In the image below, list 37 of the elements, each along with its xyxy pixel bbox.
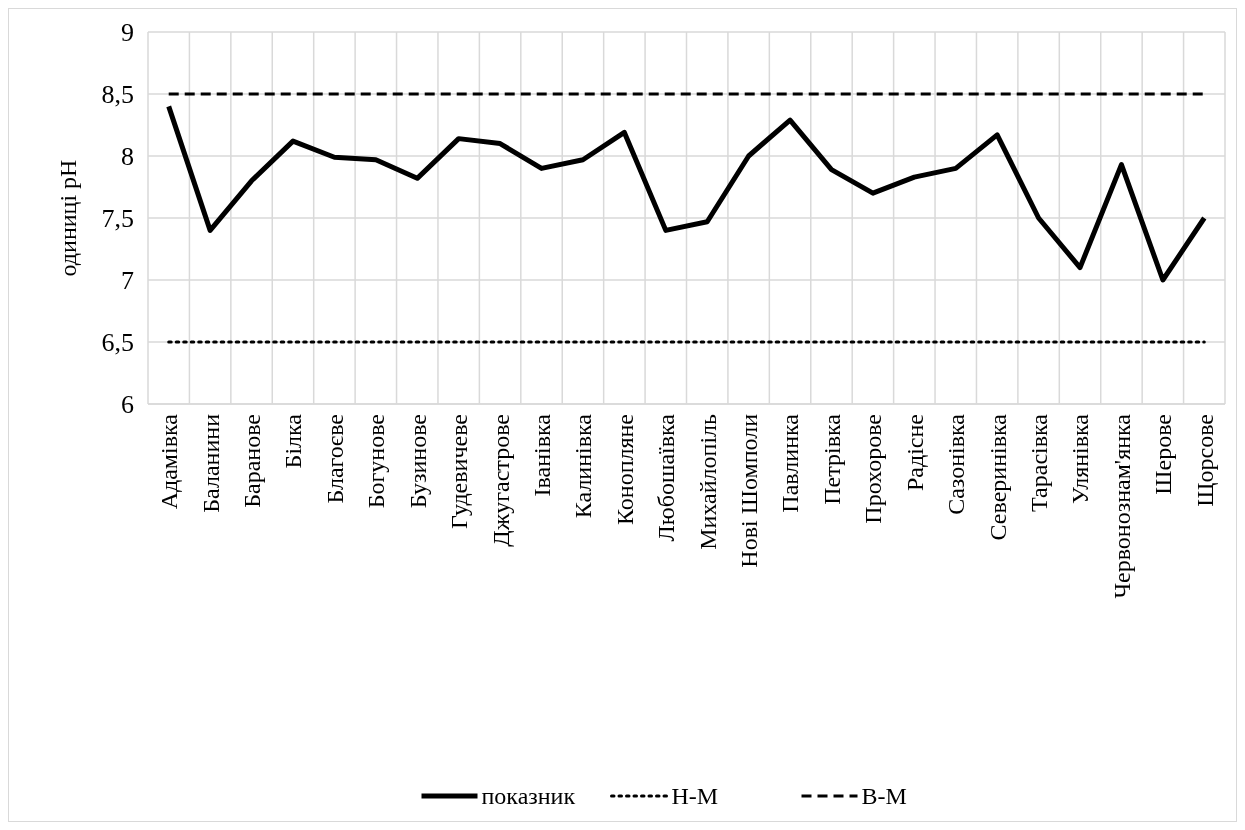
x-tick-label: Павлинка — [777, 413, 804, 513]
legend-label: показник — [481, 783, 576, 810]
x-tick-label: Адамівка — [156, 413, 183, 510]
x-tick-label: Коноплянe — [611, 414, 638, 526]
x-tick-label: Михайлопіль — [694, 413, 721, 550]
x-tick-label: Бузинове — [404, 414, 431, 509]
y-tick-label: 9 — [121, 18, 134, 48]
x-tick-label: Северинівка — [984, 413, 1011, 541]
y-axis-title: одиниці pH — [55, 159, 81, 277]
x-tick-label: Калинівка — [570, 413, 597, 519]
x-tick-label: Нові Шомполи — [736, 413, 763, 568]
x-tick-label: Радісне — [901, 414, 928, 492]
y-tick-label: 7,5 — [101, 204, 134, 234]
x-tick-label: Іванівка — [528, 413, 555, 497]
x-tick-label: Шерове — [1150, 414, 1177, 495]
x-tick-label: Богунове — [363, 414, 390, 509]
x-tick-label: Білка — [280, 413, 307, 469]
x-tick-label: Петрівка — [818, 413, 845, 505]
x-tick-label: Червонознам'янка — [1108, 413, 1135, 599]
x-tick-label: Сазонівка — [943, 413, 970, 515]
legend-label: Н-М — [671, 783, 719, 810]
legend-label: В-М — [861, 783, 907, 810]
y-tick-label: 6,5 — [101, 328, 134, 358]
x-tick-label: Тарасівка — [1026, 413, 1052, 512]
x-tick-label: Прохорове — [860, 414, 887, 524]
x-tick-label: Улянівка — [1067, 413, 1094, 505]
x-tick-label: Баланини — [197, 413, 224, 513]
y-tick-label: 8,5 — [101, 80, 134, 110]
x-tick-label: Баранове — [238, 414, 265, 508]
x-tick-label: Щорсове — [1191, 414, 1218, 507]
x-tick-label: Джугастрове — [487, 414, 514, 547]
y-tick-label: 8 — [121, 142, 134, 172]
y-tick-label: 6 — [121, 390, 134, 420]
x-tick-label: Гудевичеве — [446, 414, 473, 530]
y-tick-label: 7 — [121, 266, 134, 296]
x-tick-label: Благоєве — [321, 414, 348, 504]
x-tick-label: Любошаївка — [653, 413, 680, 542]
